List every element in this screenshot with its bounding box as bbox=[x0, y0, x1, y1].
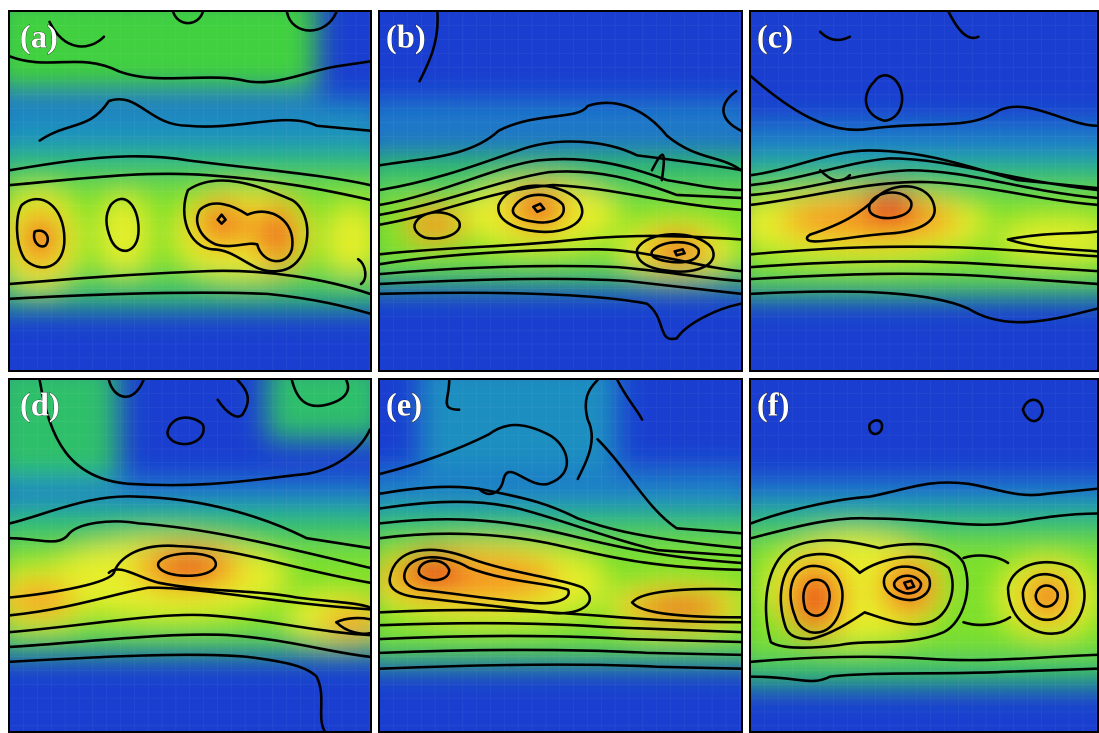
contour-plot-f: (f) bbox=[751, 380, 1097, 731]
panel-label-e: (e) bbox=[386, 388, 422, 424]
panel-b: (b) bbox=[378, 10, 743, 372]
contour-plot-a: (a) bbox=[10, 12, 370, 370]
panel-e: (e) bbox=[378, 378, 743, 733]
panel-label-b: (b) bbox=[386, 20, 426, 56]
panel-c: (c) bbox=[749, 10, 1099, 372]
panel-f: (f) bbox=[749, 378, 1099, 733]
panel-label-d: (d) bbox=[20, 388, 60, 424]
contour-plot-c: (c) bbox=[751, 12, 1097, 370]
panel-a: (a) bbox=[8, 10, 372, 372]
contour-plot-d: (d) bbox=[10, 380, 370, 731]
contour-plot-e: (e) bbox=[380, 380, 741, 731]
panel-label-f: (f) bbox=[757, 388, 790, 424]
panel-label-a: (a) bbox=[20, 20, 58, 56]
panel-d: (d) bbox=[8, 378, 372, 733]
panel-label-c: (c) bbox=[757, 20, 793, 56]
contour-plot-b: (b) bbox=[380, 12, 741, 370]
